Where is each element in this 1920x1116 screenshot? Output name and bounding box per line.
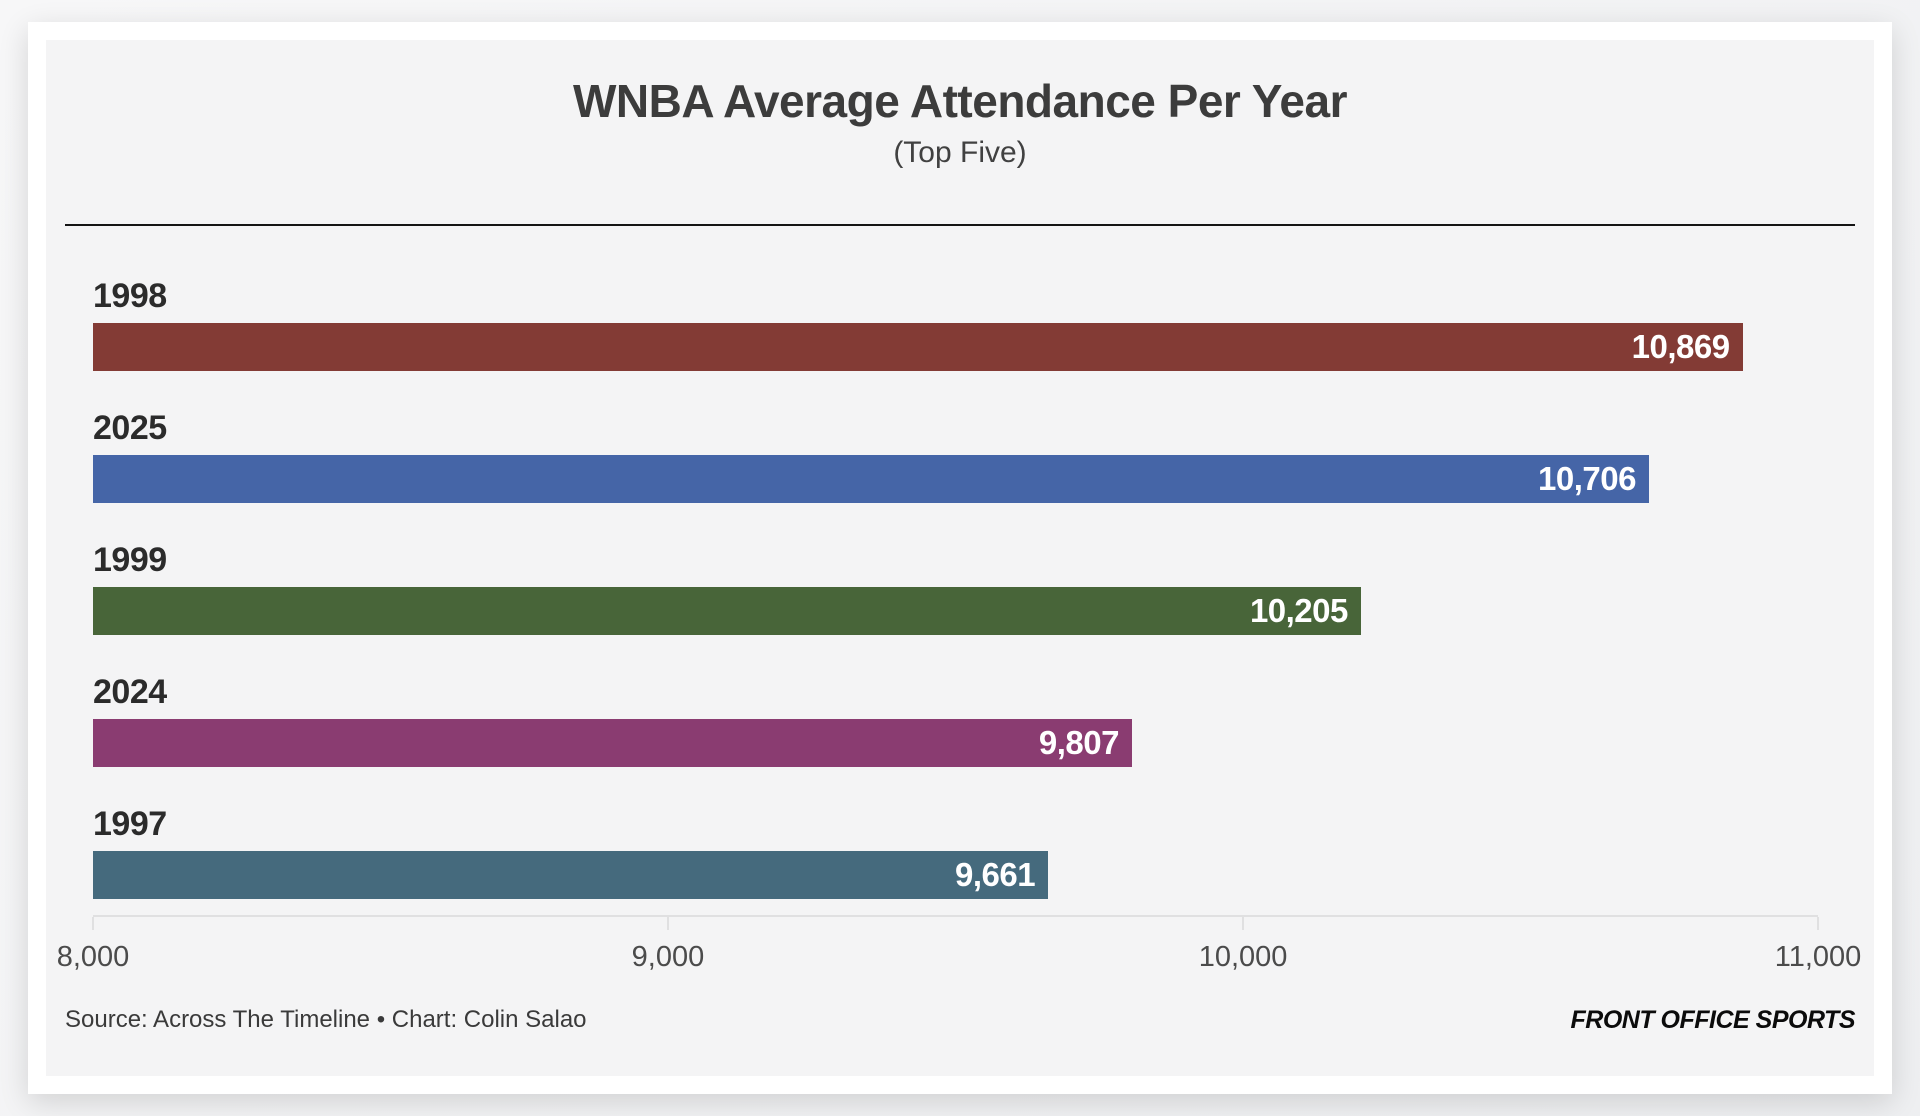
bar-2025: 10,706	[93, 455, 1649, 503]
bar-row: 2024 9,807	[93, 672, 1818, 804]
bar-1998: 10,869	[93, 323, 1743, 371]
year-label: 1998	[93, 277, 167, 315]
x-axis-tick-label: 10,000	[1198, 941, 1288, 973]
source-credit: Source: Across The Timeline • Chart: Col…	[65, 1006, 587, 1033]
chart-subtitle: (Top Five)	[893, 136, 1027, 169]
x-axis-tick	[1817, 917, 1819, 930]
bar-track: 10,205	[93, 587, 1818, 635]
bar-1997: 9,661	[93, 851, 1049, 899]
chart-header: WNBA Average Attendance Per Year (Top Fi…	[46, 74, 1874, 170]
chart-footer: Source: Across The Timeline • Chart: Col…	[65, 1006, 1855, 1046]
bar-track: 10,869	[93, 323, 1818, 371]
bar-rows: 1998 10,869 2025 10,706 1999 10,205 2024 9,807 1…	[93, 276, 1818, 936]
bar-value-label: 10,869	[1631, 328, 1730, 365]
bar-2024: 9,807	[93, 719, 1132, 767]
chart-panel: WNBA Average Attendance Per Year (Top Fi…	[46, 40, 1874, 1076]
bar-track: 10,706	[93, 455, 1818, 503]
bar-1999: 10,205	[93, 587, 1361, 635]
year-label: 1999	[93, 541, 167, 579]
front-office-sports-logo: FRONT OFFICE SPORTS	[1570, 1006, 1856, 1034]
bar-row: 2025 10,706	[93, 408, 1818, 540]
bar-value-label: 9,807	[1038, 724, 1120, 761]
bar-row: 1998 10,869	[93, 276, 1818, 408]
header-divider	[65, 224, 1855, 226]
chart-card: WNBA Average Attendance Per Year (Top Fi…	[28, 22, 1892, 1094]
x-axis-tick	[1242, 917, 1245, 930]
x-axis: 8,000 9,000 10,000 11,000	[57, 915, 1861, 995]
year-label: 1997	[93, 805, 167, 843]
bar-value-label: 10,706	[1538, 460, 1636, 497]
x-axis-tick	[92, 917, 94, 930]
x-axis-tick-label: 11,000	[1774, 941, 1862, 973]
year-label: 2024	[93, 673, 167, 711]
bar-value-label: 9,661	[955, 856, 1036, 893]
x-axis-tick	[666, 917, 669, 930]
x-axis-tick-label: 9,000	[631, 941, 705, 973]
chart-title: WNBA Average Attendance Per Year	[573, 75, 1347, 127]
x-axis-tick-label: 8,000	[56, 941, 130, 973]
bar-value-label: 10,205	[1249, 592, 1348, 629]
bar-row: 1999 10,205	[93, 540, 1818, 672]
bar-track: 9,807	[93, 719, 1818, 767]
bar-track: 9,661	[93, 851, 1818, 899]
bar-row: 1997 9,661	[93, 804, 1818, 936]
year-label: 2025	[93, 409, 167, 447]
